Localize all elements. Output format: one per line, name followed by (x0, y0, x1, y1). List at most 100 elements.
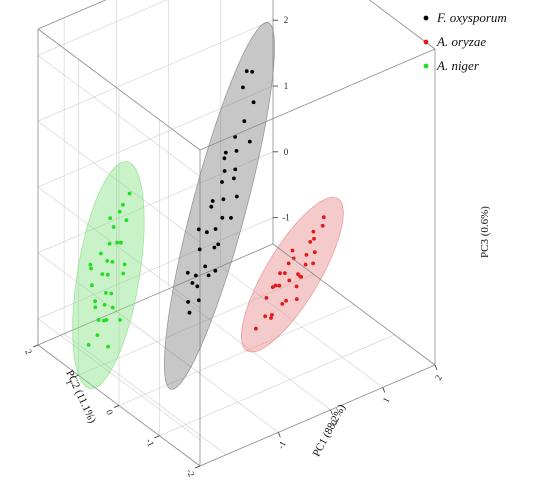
data-point-series-3 (93, 299, 97, 304)
data-point-series-3 (105, 272, 110, 277)
legend-marker-f-oxysporum (423, 15, 429, 21)
data-point-series-3 (108, 216, 113, 221)
y-tick-mark (32, 344, 39, 348)
data-point-series-3 (124, 218, 129, 223)
box-edge (37, 0, 107, 30)
data-point-series-2 (312, 250, 317, 255)
data-point-series-3 (104, 318, 109, 322)
data-point-series-1 (251, 100, 256, 105)
data-point-series-1 (244, 69, 249, 74)
z-tick-label: 0 (284, 147, 289, 157)
y-tick-label: -2 (185, 467, 197, 478)
data-point-series-1 (212, 245, 217, 250)
data-point-series-1 (223, 150, 228, 155)
data-point-series-1 (194, 273, 198, 278)
box-edge (199, 48, 436, 151)
data-point-series-1 (250, 69, 255, 74)
data-point-series-2 (298, 274, 303, 279)
data-point-series-3 (96, 318, 101, 322)
data-point-series-2 (263, 314, 268, 319)
z-tick-label: -1 (282, 213, 290, 223)
data-point-series-1 (190, 281, 195, 285)
data-point-series-1 (247, 139, 252, 144)
data-point-series-1 (203, 264, 208, 269)
y-tick-mark (194, 465, 201, 469)
data-point-series-3 (99, 251, 103, 256)
legend-label-a-oryzae: A. oryzae (436, 34, 486, 49)
data-point-series-2 (264, 296, 269, 300)
data-point-series-1 (196, 298, 201, 303)
x-tick-mark (382, 387, 386, 393)
data-point-series-1 (186, 300, 191, 304)
data-point-series-3 (100, 272, 105, 276)
x-tick-mark (277, 432, 281, 438)
data-point-series-1 (206, 273, 211, 278)
box-edge (37, 28, 201, 151)
legend-label-f-oxysporum: F. oxysporum (436, 10, 507, 25)
data-point-series-2 (304, 253, 309, 257)
data-point-series-3 (111, 225, 116, 229)
y-tick-mark (154, 435, 160, 439)
data-point-series-2 (308, 240, 313, 244)
y-tick-mark (113, 405, 120, 408)
gridline-back-wall (37, 217, 274, 319)
data-point-series-1 (241, 85, 245, 90)
data-point-series-2 (296, 272, 300, 276)
data-point-series-3 (102, 302, 107, 307)
data-point-series-3 (110, 260, 115, 264)
z-axis-title: PC3 (0.6%) (479, 206, 491, 258)
data-point-series-2 (277, 283, 282, 288)
x-tick-label: 0 (328, 418, 339, 427)
data-point-series-3 (105, 259, 110, 263)
data-point-series-3 (103, 291, 108, 295)
data-point-series-1 (213, 227, 218, 231)
box-edge (37, 243, 274, 346)
data-point-series-1 (221, 197, 226, 202)
data-point-series-2 (254, 326, 258, 331)
confidence-ellipse-1 (163, 21, 275, 390)
data-point-series-3 (115, 240, 119, 245)
data-point-series-3 (90, 283, 94, 288)
data-point-series-3 (122, 262, 127, 267)
data-point-series-2 (286, 261, 291, 266)
data-point-series-1 (197, 247, 202, 252)
data-point-series-1 (234, 149, 239, 153)
data-point-series-2 (278, 271, 282, 276)
data-point-series-1 (220, 180, 224, 184)
confidence-ellipse-2 (241, 197, 344, 353)
data-point-series-1 (233, 167, 238, 172)
data-point-series-2 (269, 316, 273, 320)
data-point-series-3 (121, 202, 125, 207)
z-tick-label: 2 (284, 15, 289, 25)
legend: F. oxysporum A. oryzae A. niger (423, 10, 507, 73)
data-point-series-2 (294, 284, 299, 289)
gridline-floor (159, 334, 395, 437)
data-point-series-2 (284, 298, 288, 303)
data-point-series-2 (294, 297, 299, 301)
data-point-series-3 (88, 262, 93, 267)
data-point-series-3 (109, 291, 114, 296)
data-point-series-1 (209, 204, 214, 209)
data-point-series-3 (107, 241, 112, 246)
data-point-series-1 (234, 194, 239, 199)
data-point-series-3 (89, 266, 93, 271)
data-point-series-1 (185, 270, 190, 275)
data-point-series-1 (213, 268, 218, 273)
data-point-series-1 (195, 284, 200, 289)
y-tick-label: -1 (144, 437, 156, 448)
data-point-series-2 (287, 278, 292, 283)
box-edge (368, 0, 436, 50)
legend-marker-a-oryzae (423, 39, 429, 45)
box-edge (199, 364, 436, 467)
data-point-series-1 (205, 230, 209, 235)
data-point-series-2 (290, 248, 295, 253)
data-point-series-3 (86, 343, 91, 347)
data-point-series-1 (222, 156, 227, 161)
gridline-floor (78, 273, 314, 376)
data-point-series-1 (210, 199, 215, 203)
legend-label-a-niger: A. niger (436, 58, 480, 73)
data-point-series-2 (280, 302, 285, 306)
data-point-series-2 (311, 229, 316, 234)
